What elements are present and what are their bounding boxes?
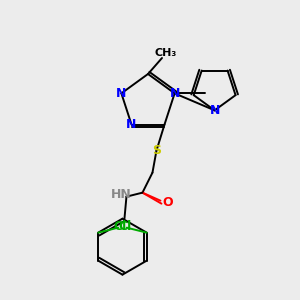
Text: CH₃: CH₃ (155, 48, 177, 58)
Text: N: N (116, 87, 127, 100)
Text: N: N (209, 104, 220, 117)
Text: Cl: Cl (118, 220, 132, 233)
Text: HN: HN (111, 188, 132, 201)
Text: S: S (152, 144, 161, 157)
Text: N: N (169, 87, 180, 100)
Text: Cl: Cl (113, 220, 126, 233)
Text: O: O (162, 196, 173, 209)
Text: N: N (126, 118, 137, 131)
